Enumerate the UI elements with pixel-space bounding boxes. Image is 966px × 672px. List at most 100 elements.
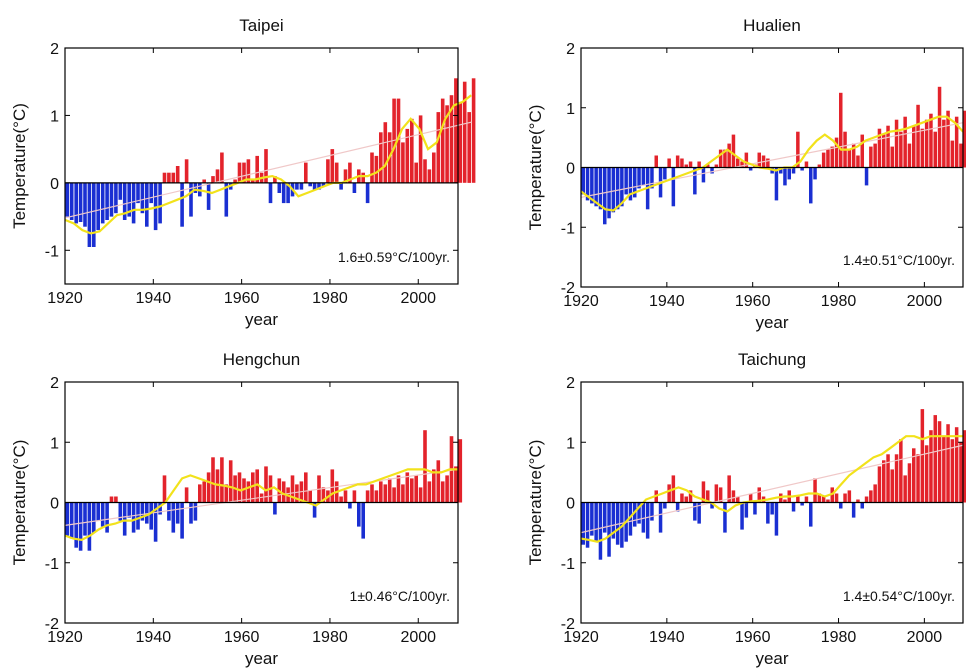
x-tick-label: 1980: [821, 629, 857, 646]
bar: [92, 182, 96, 247]
bar: [710, 167, 714, 174]
bar: [890, 469, 894, 503]
x-axis-label: year: [245, 310, 278, 329]
bar: [637, 502, 641, 524]
bar: [624, 167, 628, 195]
x-tick-label: 1980: [821, 293, 857, 310]
bar: [405, 128, 410, 183]
bar: [436, 112, 441, 183]
bar: [396, 98, 401, 183]
bar: [127, 502, 131, 518]
y-tick-label: 1: [50, 435, 59, 452]
bar: [145, 502, 149, 524]
bar: [847, 490, 852, 503]
x-tick-label: 1960: [735, 293, 771, 310]
bar: [396, 475, 401, 503]
bar: [330, 149, 335, 183]
y-tick-label: 1: [566, 101, 575, 118]
bar: [830, 146, 834, 168]
bar: [959, 143, 963, 168]
bar: [907, 143, 912, 168]
bar: [410, 118, 414, 183]
bar: [436, 460, 441, 503]
bar: [379, 132, 383, 183]
bar: [365, 490, 370, 503]
bar: [365, 182, 370, 204]
trend-line: [580, 444, 964, 534]
bar: [826, 149, 830, 168]
bar: [899, 131, 903, 168]
bar: [383, 122, 388, 183]
bar: [779, 167, 783, 174]
bar: [671, 167, 676, 207]
y-tick-label: 0: [50, 176, 59, 193]
bar: [942, 436, 946, 503]
bar: [641, 502, 646, 533]
bar: [211, 457, 215, 503]
bar: [950, 439, 955, 503]
x-axis-label: year: [755, 649, 788, 668]
bar: [96, 182, 100, 231]
bar: [458, 101, 463, 183]
bar: [581, 167, 585, 195]
bar: [869, 146, 873, 168]
x-axis-label: year: [755, 313, 788, 332]
bar: [454, 78, 458, 183]
bar: [206, 182, 211, 210]
bar: [701, 481, 706, 503]
bar: [697, 161, 701, 168]
bar: [585, 167, 590, 201]
bar: [462, 81, 467, 183]
bar: [65, 182, 70, 217]
bar: [710, 502, 714, 509]
bar: [255, 469, 259, 503]
bar: [701, 167, 706, 183]
bar: [281, 182, 286, 204]
x-tick-label: 1960: [224, 290, 260, 307]
bar: [650, 167, 654, 189]
bar: [145, 182, 149, 227]
bar: [791, 502, 796, 512]
chart-title: Taichung: [738, 350, 806, 369]
bar: [206, 472, 211, 503]
bar: [620, 167, 624, 207]
bar: [290, 475, 295, 503]
bar: [693, 502, 697, 521]
bar: [100, 502, 105, 527]
bar: [127, 182, 131, 217]
bar: [916, 104, 920, 168]
bar: [114, 496, 118, 503]
bar: [184, 159, 189, 183]
bar: [162, 172, 167, 183]
bar: [109, 496, 114, 503]
bar: [864, 167, 869, 186]
bar: [946, 110, 950, 168]
bar: [603, 167, 607, 225]
bar: [255, 155, 259, 183]
x-tick-label: 1920: [47, 290, 83, 307]
bar: [136, 182, 140, 204]
bar-series: [581, 86, 966, 225]
bar: [637, 167, 641, 189]
bar: [684, 496, 688, 503]
x-tick-label: 1980: [312, 629, 348, 646]
bar: [933, 131, 937, 168]
bar: [663, 502, 667, 509]
x-tick-label: 2000: [907, 629, 943, 646]
bar: [727, 475, 731, 503]
bar: [277, 182, 282, 193]
bar: [821, 496, 826, 503]
bar: [339, 496, 343, 503]
y-tick-label: 2: [50, 375, 59, 392]
bar: [753, 502, 757, 515]
y-tick-label: 1: [566, 435, 575, 452]
bar: [890, 146, 894, 168]
bar: [74, 182, 78, 224]
bar: [445, 475, 449, 503]
y-tick-label: -2: [561, 616, 575, 633]
bar: [321, 182, 326, 187]
bar: [912, 125, 916, 168]
bar: [361, 502, 365, 539]
bar: [723, 502, 727, 533]
